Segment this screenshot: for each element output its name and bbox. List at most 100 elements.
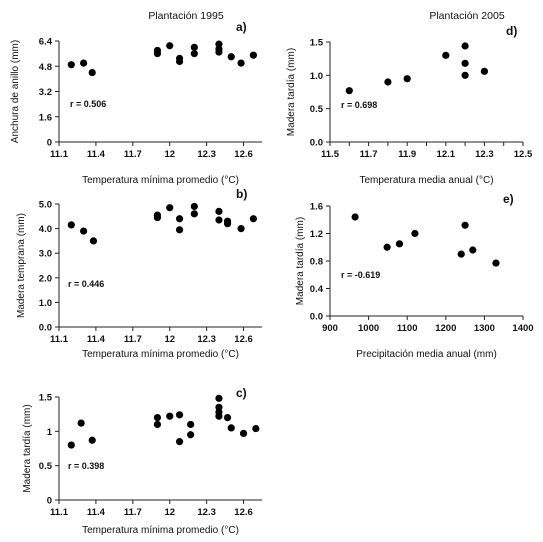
x-tick-label: 12.3 [197,507,216,518]
data-point-d-5 [461,59,469,67]
data-point-a-2 [88,68,96,77]
x-axis-label: Temperatura mínima promedio (°C) [82,349,239,360]
y-tick-label: 1.5 [310,38,324,49]
data-point-b-0 [67,221,75,229]
y-tick-label: 1.5 [39,393,53,404]
data-point-e-6 [469,246,477,254]
x-tick-label: 11.4 [87,507,106,518]
y-tick-label: 0.0 [310,138,323,149]
data-point-a-1 [80,59,88,67]
x-tick-label: 12.6 [234,334,253,345]
x-tick-label: 12.1 [437,149,456,160]
data-point-a-14 [237,59,245,67]
data-point-a-0 [67,61,75,69]
panel-b: 11.1 11.4 11.7 12 12.3 12.6 0.0 1.0 2.0 3.0 4.0 5.0… [16,187,262,360]
data-point-e-1 [383,243,391,251]
x-tick-label: 1200 [435,323,456,334]
data-point-c-1 [77,419,85,427]
x-axis-label: Temperatura mínima promedio (°C) [82,175,239,186]
y-tick-label: 0 [47,496,52,507]
y-tick-label: 0.5 [310,104,324,115]
data-point-b-1 [80,227,88,235]
data-point-b-14 [237,225,245,233]
chart-title: Plantación 2005 [429,10,504,22]
panel-e: 900 1000 1100 1200 1300 1400 0.0 0.4 0.8 1.2 1.6 Pr… [295,192,534,360]
data-point-e-3 [411,229,419,238]
data-point-c-9 [187,431,195,439]
data-point-a-9 [190,43,198,51]
data-point-a-4 [153,46,162,55]
x-tick-label: 12.3 [197,334,216,345]
data-point-c-14 [223,414,232,422]
x-tick-label: 11.5 [321,149,340,160]
correlation-annotation: r = 0.446 [68,279,104,289]
panel-label: e) [503,192,514,206]
x-tick-label: 12.5 [514,149,533,160]
data-point-c-3 [153,414,162,422]
x-tick-label: 12 [164,149,175,160]
y-tick-label: 3.0 [39,249,52,260]
x-tick-label: 1400 [512,323,533,334]
data-point-e-4 [457,250,465,258]
x-tick-label: 12 [164,507,175,518]
data-point-d-2 [403,75,411,83]
correlation-annotation: r = 0.398 [68,461,104,471]
data-point-a-7 [175,57,184,66]
y-axis-label: Anchura de anillo (mm) [10,40,21,143]
data-point-d-4 [461,42,469,50]
data-point-d-1 [384,78,392,86]
panel-label: b) [236,187,247,201]
data-point-b-10 [215,207,223,215]
data-point-c-7 [175,411,184,419]
x-tick-label: 11.7 [124,507,142,518]
data-point-d-7 [480,67,488,75]
x-tick-label: 11.7 [124,334,142,345]
panel-label: a) [236,20,247,34]
data-point-c-8 [187,420,195,429]
data-point-b-8 [190,210,198,218]
y-tick-label: 1 [47,427,53,438]
y-tick-label: 1.0 [39,298,52,309]
data-point-e-2 [395,240,404,248]
x-tick-label: 1300 [474,323,495,334]
x-axis-label: Precipitación media anual (mm) [356,349,497,360]
x-tick-label: 900 [322,323,338,334]
panel-c: 11.1 11.4 11.7 12 12.3 12.6 0 0.5 1 1.5 Temperatur… [22,386,262,536]
data-point-b-6 [175,215,184,223]
x-tick-label: 11.1 [50,149,69,160]
data-point-b-4 [153,213,162,222]
data-point-a-15 [249,51,257,59]
y-axis-label: Madera tardía (mm) [22,404,33,492]
x-tick-label: 12.6 [234,149,253,160]
y-tick-label: 1.2 [310,229,323,240]
y-tick-label: 0.5 [39,461,53,472]
data-point-b-5 [166,204,174,212]
correlation-annotation: r = 0.506 [70,99,106,109]
data-point-d-3 [442,51,450,59]
data-point-b-2 [89,237,98,245]
data-point-b-9 [190,202,198,211]
data-point-c-16 [239,429,248,437]
y-tick-label: 1.6 [39,112,52,123]
data-point-e-5 [461,221,469,229]
y-tick-label: 6.4 [39,37,53,48]
data-point-c-2 [88,436,96,444]
y-tick-label: 3.2 [39,87,52,98]
data-point-d-6 [461,71,469,79]
data-point-c-17 [252,424,260,433]
data-point-c-13 [215,412,223,420]
data-point-d-0 [345,87,353,95]
data-point-a-12 [215,48,223,56]
data-point-b-15 [249,215,257,223]
x-tick-label: 12.6 [234,507,253,518]
y-tick-label: 1.0 [310,71,323,82]
y-tick-label: 0 [47,138,52,149]
data-point-c-5 [166,412,174,420]
data-point-a-5 [166,42,174,50]
x-tick-label: 12.3 [197,149,216,160]
y-tick-label: 0.0 [39,323,52,334]
y-axis-label: Madera tardía (mm) [286,48,297,136]
correlation-annotation: r = 0.698 [341,100,377,110]
x-tick-label: 1100 [397,323,418,334]
